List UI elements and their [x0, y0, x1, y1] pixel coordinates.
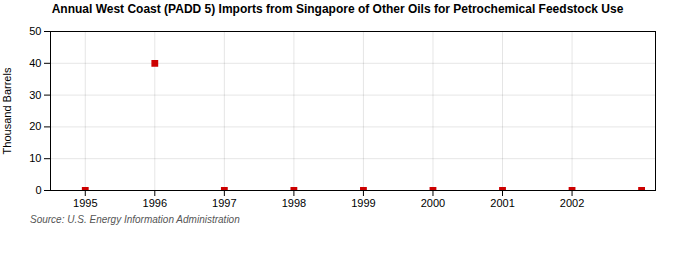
- svg-text:50: 50: [29, 25, 41, 37]
- svg-text:Thousand Barrels: Thousand Barrels: [1, 67, 13, 154]
- svg-text:1998: 1998: [282, 197, 306, 209]
- svg-text:0: 0: [35, 184, 41, 196]
- html-text:Source: U.S. Energy Informatio: Source: U.S. Energy Information Administ…: [30, 214, 240, 225]
- svg-text:1997: 1997: [212, 197, 236, 209]
- html-text:Annual West Coast (PADD 5) Imp: Annual West Coast (PADD 5) Imports from …: [51, 2, 624, 16]
- svg-text:2002: 2002: [560, 197, 584, 209]
- svg-text:30: 30: [29, 89, 41, 101]
- svg-text:20: 20: [29, 120, 41, 132]
- svg-text:1995: 1995: [73, 197, 97, 209]
- svg-text:10: 10: [29, 152, 41, 164]
- svg-text:1999: 1999: [351, 197, 375, 209]
- svg-text:1996: 1996: [143, 197, 167, 209]
- svg-text:2001: 2001: [490, 197, 514, 209]
- svg-text:40: 40: [29, 57, 41, 69]
- svg-text:2000: 2000: [421, 197, 445, 209]
